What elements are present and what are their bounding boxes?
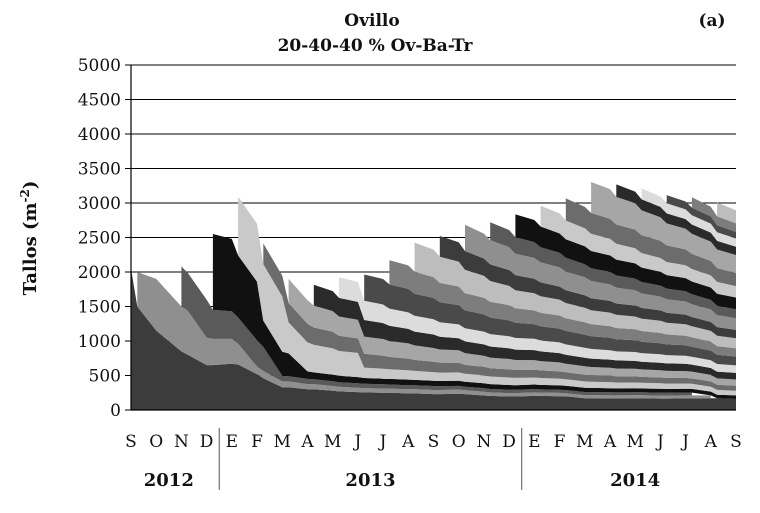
cohort-area	[465, 224, 736, 330]
year-labels: 2012 2013 2014	[144, 428, 660, 491]
panel-label: (a)	[698, 11, 725, 31]
cohort-area	[540, 205, 736, 298]
cohort-area	[288, 278, 736, 386]
y-tick-label: 4500	[78, 91, 121, 111]
cohort-area	[565, 198, 736, 287]
x-tick-label: N	[476, 432, 491, 452]
cohort-areas	[131, 182, 736, 410]
x-tick-label: A	[704, 432, 718, 452]
x-tick-label: N	[174, 432, 189, 452]
x-tick-label: D	[200, 432, 214, 452]
year-label: 2012	[144, 470, 194, 491]
cohort-area	[439, 236, 736, 339]
chart-title: Ovillo	[344, 11, 399, 31]
x-tick-label: E	[528, 432, 540, 452]
x-tick-label: A	[300, 432, 314, 452]
year-label: 2014	[610, 470, 660, 491]
cohort-area	[414, 242, 736, 349]
cohort-area	[313, 284, 736, 380]
y-tick-label: 500	[89, 367, 121, 387]
cohort-area	[641, 188, 736, 247]
year-label: 2013	[345, 470, 395, 491]
x-tick-label: J	[680, 432, 689, 452]
x-tick-label: S	[730, 432, 742, 452]
cohort-area	[339, 277, 736, 373]
x-tick-label: J	[352, 432, 361, 452]
y-tick-label: 2000	[78, 263, 121, 283]
x-tick-label: M	[274, 432, 291, 452]
x-tick-label: F	[251, 432, 263, 452]
cohort-area	[666, 195, 736, 239]
y-tick-label: 5000	[78, 56, 121, 76]
x-tick-label: E	[226, 432, 238, 452]
y-axis-label-text: Tallos (m	[20, 202, 41, 295]
cohort-area	[389, 260, 736, 357]
cohort-area	[364, 274, 736, 366]
x-tick-label: A	[401, 432, 415, 452]
cohort-area	[490, 222, 736, 319]
x-tick-label: A	[603, 432, 617, 452]
cohort-area	[691, 197, 736, 232]
y-tick-label: 3000	[78, 194, 121, 214]
y-axis-label: Tallos (m-2)	[18, 181, 41, 296]
cohort-area	[131, 268, 736, 410]
x-tick-label: F	[554, 432, 566, 452]
x-tick-label: O	[149, 432, 163, 452]
y-tick-label: 1500	[78, 298, 121, 318]
x-tick-label: J	[655, 432, 664, 452]
cohort-area	[616, 184, 736, 255]
cohort-area	[591, 182, 736, 273]
x-tick-label: M	[324, 432, 341, 452]
y-axis-label-close: )	[20, 181, 41, 190]
x-tick-label: J	[378, 432, 387, 452]
y-tick-label: 4000	[78, 125, 121, 145]
x-tick-label: O	[452, 432, 466, 452]
y-tick-labels: 0 500 1000 1500 2000 2500 3000 3500 4000 4500 5000	[78, 56, 121, 421]
chart-subtitle: 20-40-40 % Ov-Ba-Tr	[278, 36, 474, 56]
axes	[130, 65, 736, 411]
cohort-area	[515, 214, 736, 310]
x-tick-label: M	[626, 432, 643, 452]
x-tick-label: S	[125, 432, 137, 452]
x-tick-label: M	[576, 432, 593, 452]
x-tick-label: S	[428, 432, 440, 452]
y-tick-label: 3500	[78, 160, 121, 180]
x-tick-label: D	[502, 432, 516, 452]
y-tick-label: 2500	[78, 229, 121, 249]
y-tick-label: 1000	[78, 332, 121, 352]
cohort-area	[717, 202, 736, 224]
y-axis-label-superscript: -2	[18, 189, 32, 202]
y-tick-label: 0	[110, 401, 121, 421]
